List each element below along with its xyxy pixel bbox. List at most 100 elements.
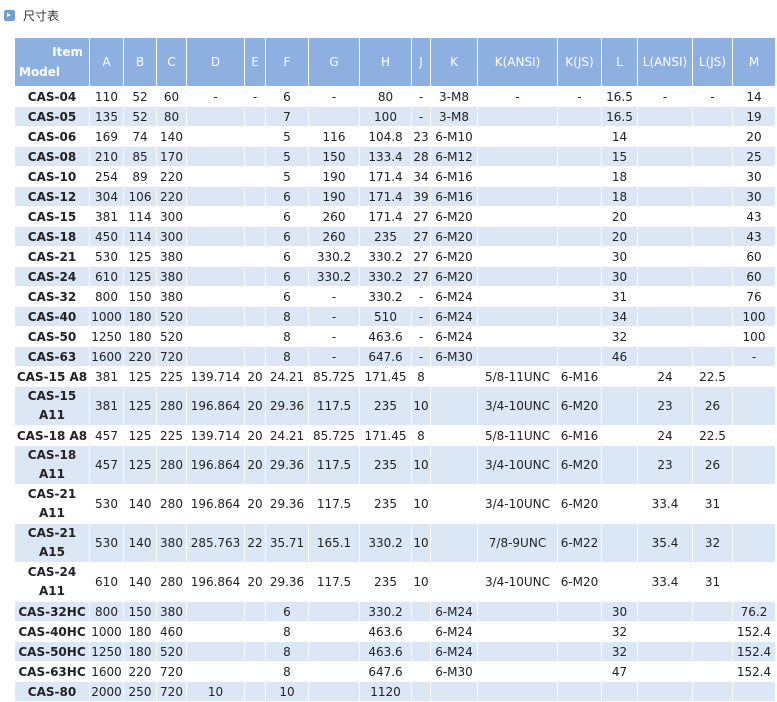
value-cell: 26	[692, 445, 733, 485]
value-cell	[557, 206, 602, 227]
cell-value: 80	[377, 89, 394, 104]
value-cell: 80	[359, 86, 412, 107]
value-cell	[637, 226, 693, 247]
cell-value: 520	[160, 309, 183, 324]
model-cell: CAS-24	[14, 266, 90, 287]
model-cell: CAS-04	[14, 86, 90, 107]
value-cell: 720	[156, 661, 187, 682]
value-cell	[477, 206, 558, 227]
table-head: Item Model A B C D E F G H J K K(ANSI) K(JS) L L(ANSI…	[14, 37, 776, 87]
cell-value: 152.4	[736, 664, 772, 679]
value-cell: 89	[123, 166, 157, 187]
value-cell: 171.4	[359, 166, 412, 187]
cell-value: 530	[95, 249, 118, 264]
value-cell	[244, 621, 266, 642]
cell-value: 35.4	[651, 536, 679, 550]
value-cell	[692, 166, 733, 187]
value-cell: 330.2	[359, 601, 412, 622]
cell-value: 114	[128, 209, 152, 224]
model-name: CAS-18 A8	[16, 428, 88, 443]
value-cell	[477, 326, 558, 347]
value-cell: 20	[601, 206, 638, 227]
cell-value: 450	[95, 229, 118, 244]
value-cell	[244, 126, 266, 147]
table-row: CAS-18 450 114 300 6 260 235 27 6-M20 20 43	[14, 226, 776, 247]
cell-value: 150	[322, 149, 346, 164]
value-cell	[732, 681, 776, 702]
table-row: CAS-63 1600 220 720 8-647.6-6-M30 46-	[14, 346, 776, 367]
cell-value: 457	[95, 458, 118, 472]
cell-value: 330.2	[368, 604, 403, 619]
value-cell: 30	[601, 601, 638, 622]
value-cell	[430, 562, 478, 602]
cell-value: 117.5	[316, 497, 352, 511]
value-cell: 5	[265, 126, 309, 147]
value-cell: 330.2	[359, 246, 412, 267]
cell-value: 225	[160, 369, 183, 384]
value-cell	[692, 621, 733, 642]
cell-value: 125	[128, 458, 152, 472]
table-row: CAS-32HC 800 150 380 6 330.2 6-M24 30 76.2	[14, 601, 776, 622]
cell-value: 1600	[91, 349, 122, 364]
value-cell: 150	[123, 601, 157, 622]
value-cell: 6-M20	[430, 266, 478, 287]
value-cell: 530	[89, 246, 124, 267]
value-cell: 6	[265, 186, 309, 207]
value-cell	[186, 206, 245, 227]
cell-value: 330.2	[368, 289, 403, 304]
value-cell	[732, 386, 776, 426]
value-cell: 22	[244, 523, 266, 563]
value-cell: 29.36	[265, 484, 309, 524]
value-cell	[692, 326, 733, 347]
cell-value: -	[751, 349, 757, 364]
value-cell	[430, 445, 478, 485]
value-cell: 31	[692, 484, 733, 524]
cell-value: 610	[95, 269, 118, 284]
cell-value: 85	[132, 149, 148, 164]
table-row: CAS-15 A11 381 125 280 196.864 20 29.36 117.5 23…	[14, 386, 776, 426]
value-cell: 6-M24	[430, 601, 478, 622]
value-cell: 32	[601, 621, 638, 642]
model-cell: CAS-15 A8	[14, 366, 90, 387]
cell-value: 116	[322, 129, 346, 144]
cell-value: 29.36	[269, 575, 305, 589]
column-header: G	[308, 37, 360, 87]
table-row: CAS-21 A11 530 140 280 196.864 20 29.36 117.5 23…	[14, 484, 776, 524]
cell-value: 23	[657, 399, 673, 413]
cell-value: 30	[746, 189, 762, 204]
value-cell: -	[308, 306, 360, 327]
cell-value: 6-M30	[435, 664, 473, 679]
model-name: CAS-18 A11	[27, 448, 77, 481]
cell-value: 8	[283, 644, 291, 659]
model-name: CAS-15	[27, 209, 77, 224]
value-cell: 235	[359, 562, 412, 602]
cell-value: 463.6	[368, 644, 403, 659]
cell-value: 250	[128, 684, 152, 699]
value-cell: 140	[156, 126, 187, 147]
model-name: CAS-21	[27, 249, 77, 264]
value-cell: 6-M20	[557, 386, 602, 426]
value-cell: 300	[156, 206, 187, 227]
value-cell	[411, 601, 431, 622]
value-cell: 6	[265, 226, 309, 247]
value-cell	[477, 106, 558, 127]
cell-value: 6-M16	[435, 169, 473, 184]
value-cell: 150	[308, 146, 360, 167]
value-cell	[411, 621, 431, 642]
value-cell: 463.6	[359, 641, 412, 662]
cell-value: 720	[160, 664, 183, 679]
cell-value: 31	[704, 497, 721, 511]
value-cell: 106	[123, 186, 157, 207]
value-cell	[477, 346, 558, 367]
value-cell: 16.5	[601, 106, 638, 127]
column-header: E	[244, 37, 266, 87]
cell-value: 647.6	[368, 664, 403, 679]
value-cell	[477, 146, 558, 167]
cell-value: 34	[611, 309, 628, 324]
cell-value: 150	[128, 289, 152, 304]
cell-value: 6-M20	[560, 458, 599, 472]
cell-value: 18	[611, 189, 628, 204]
value-cell: 3/4-10UNC	[477, 484, 558, 524]
cell-value: -	[710, 89, 715, 104]
value-cell: 6	[265, 206, 309, 227]
